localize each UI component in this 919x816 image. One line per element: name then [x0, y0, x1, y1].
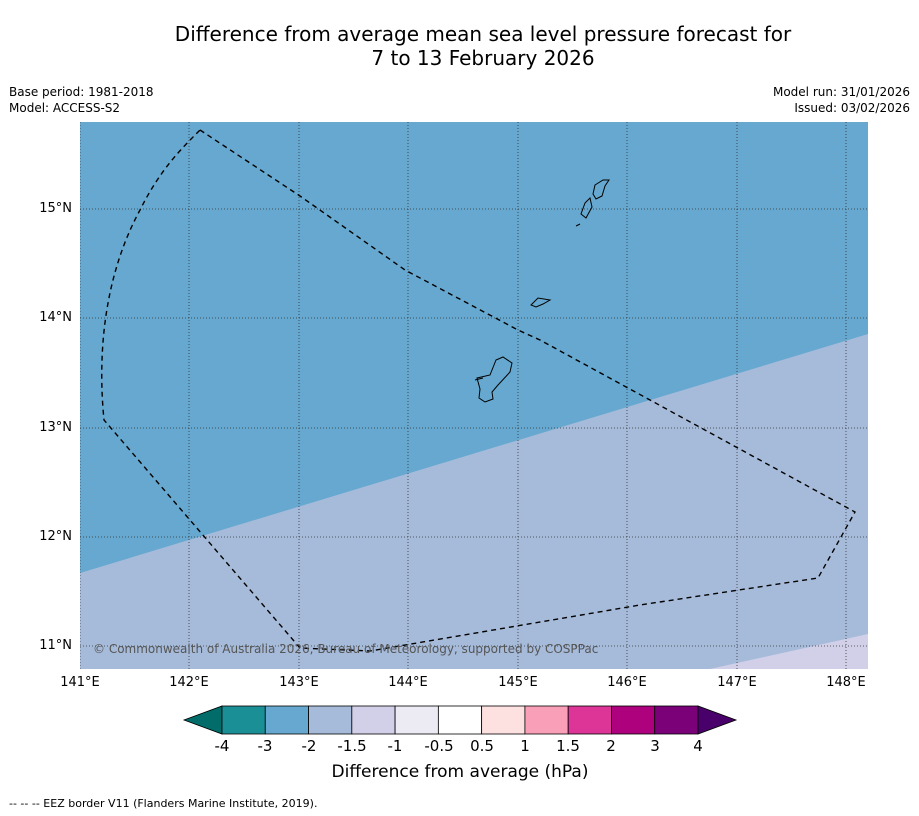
colorbar-segment [481, 705, 526, 735]
lat-label-11n: 11°N [39, 638, 72, 653]
gridlines [80, 122, 868, 669]
colorbar-segment [654, 705, 699, 735]
lon-label-143e: 143°E [279, 675, 319, 690]
lon-label-142e: 142°E [169, 675, 209, 690]
lat-label-15n: 15°N [39, 201, 72, 216]
aguijan-island [575, 223, 581, 227]
colorbar-tick: -4 [214, 737, 230, 755]
colorbar [182, 705, 738, 735]
eez-footnote: -- -- -- EEZ border V11 (Flanders Marine… [9, 797, 318, 810]
colorbar-tick: 1 [520, 737, 530, 755]
islands [474, 179, 610, 403]
colorbar-tick: 4 [693, 737, 703, 755]
title-line-1: Difference from average mean sea level p… [174, 22, 792, 46]
lat-label-13n: 13°N [39, 420, 72, 435]
anomaly-zone-high [710, 634, 868, 669]
colorbar-over-arrow [697, 705, 738, 735]
colorbar-tick: 2 [606, 737, 616, 755]
anomaly-zone-mid [80, 334, 868, 669]
issued-date: Issued: 03/02/2026 [794, 101, 910, 115]
map-title: Difference from average mean sea level p… [0, 22, 919, 70]
lon-label-148e: 148°E [826, 675, 866, 690]
colorbar-segment [524, 705, 569, 735]
lat-label-12n: 12°N [39, 529, 72, 544]
colorbar-under-arrow [182, 705, 223, 735]
colorbar-tick: 0.5 [470, 737, 494, 755]
meta-right: Model run: 31/01/2026 Issued: 03/02/2026 [773, 84, 910, 116]
colorbar-tick: 1.5 [556, 737, 580, 755]
rota-island [530, 297, 552, 308]
colorbar-segment [567, 705, 612, 735]
lon-label-141e: 141°E [60, 675, 100, 690]
model-name: Model: ACCESS-S2 [9, 101, 121, 115]
colorbar-tick: -3 [257, 737, 273, 755]
colorbar-segment [394, 705, 439, 735]
colorbar-tick: -1 [387, 737, 403, 755]
map-area: © Commonwealth of Australia 2026, Bureau… [80, 122, 868, 669]
guam-island [476, 356, 513, 403]
lon-label-146e: 146°E [607, 675, 647, 690]
base-period: Base period: 1981-2018 [9, 85, 154, 99]
colorbar-tick: -1.5 [337, 737, 367, 755]
lon-label-147e: 147°E [717, 675, 757, 690]
title-line-2: 7 to 13 February 2026 [371, 46, 595, 70]
colorbar-segment [221, 705, 266, 735]
lon-label-144e: 144°E [388, 675, 428, 690]
colorbar-tick: -2 [301, 737, 317, 755]
colorbar-segment [437, 705, 483, 735]
colorbar-segment [351, 705, 396, 735]
colorbar-tick: -0.5 [424, 737, 454, 755]
meta-left: Base period: 1981-2018 Model: ACCESS-S2 [9, 84, 154, 116]
colorbar-label: Difference from average (hPa) [331, 762, 589, 782]
lon-label-145e: 145°E [498, 675, 538, 690]
lat-label-14n: 14°N [39, 310, 72, 325]
copyright-notice: © Commonwealth of Australia 2026, Bureau… [93, 642, 598, 656]
model-run: Model run: 31/01/2026 [772, 85, 910, 99]
colorbar-segment [611, 705, 656, 735]
eez-border [101, 129, 856, 652]
colorbar-tick: 3 [650, 737, 660, 755]
guam-peninsula [474, 377, 484, 381]
colorbar-segment [264, 705, 309, 735]
tinian-island [580, 197, 593, 219]
saipan-island [592, 179, 610, 200]
colorbar-segment [308, 705, 353, 735]
